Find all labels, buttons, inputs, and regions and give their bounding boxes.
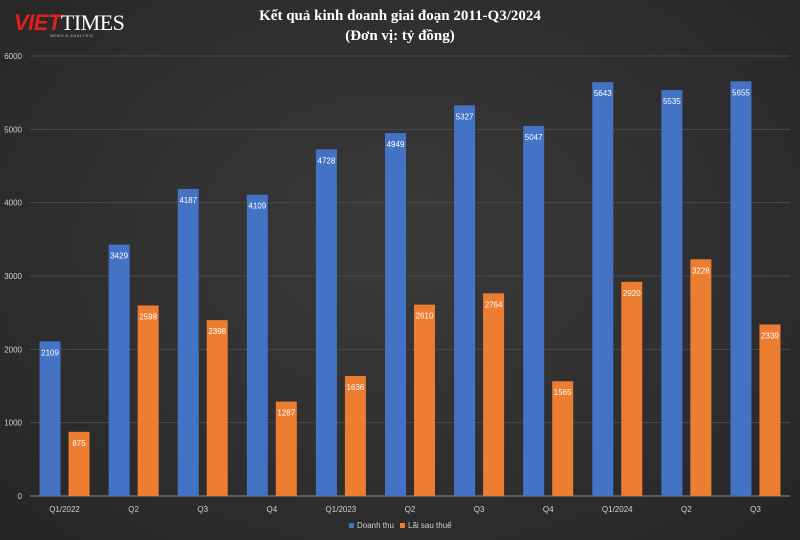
x-category-label-0: Q1/2022 (49, 505, 80, 514)
viettimes-logo: VIETTIMES NEWS & ANALYSIS (14, 10, 134, 42)
profit-value-8: 2920 (623, 289, 641, 298)
y-tick-label: 6000 (4, 52, 22, 61)
profit-value-9: 3228 (692, 266, 710, 275)
y-tick-label: 3000 (4, 272, 22, 281)
profit-value-5: 2610 (416, 312, 434, 321)
revenue-bar-5 (385, 133, 406, 496)
x-category-label-8: Q1/2024 (602, 505, 633, 514)
y-tick-label: 2000 (4, 345, 22, 354)
revenue-value-8: 5643 (594, 89, 612, 98)
x-category-label-4: Q1/2023 (326, 505, 357, 514)
revenue-bar-0 (39, 341, 61, 496)
profit-value-1: 2598 (139, 312, 157, 321)
revenue-value-6: 5327 (456, 112, 474, 121)
profit-value-10: 2339 (761, 331, 779, 340)
profit-value-3: 1287 (277, 409, 295, 418)
profit-value-0: 875 (72, 439, 86, 448)
profit-bar-9 (690, 259, 712, 496)
revenue-bar-10 (730, 81, 752, 497)
legend-label-profit: Lãi sau thuế (408, 521, 452, 530)
revenue-bar-9 (661, 90, 683, 496)
revenue-value-9: 5535 (663, 97, 681, 106)
revenue-bar-4 (315, 149, 337, 496)
x-category-label-2: Q3 (197, 505, 208, 514)
y-tick-label: 1000 (4, 419, 22, 428)
legend-swatch-profit (400, 523, 405, 528)
revenue-bar-1 (108, 244, 130, 496)
x-category-label-10: Q3 (750, 505, 761, 514)
logo-wordmark: VIETTIMES (14, 10, 125, 36)
profit-bar-4 (344, 376, 366, 496)
revenue-bar-2 (177, 188, 199, 496)
bars (39, 81, 781, 497)
x-category-label-9: Q2 (681, 505, 692, 514)
profit-value-6: 2764 (485, 300, 503, 309)
revenue-value-10: 5655 (732, 88, 750, 97)
profit-bar-7 (552, 381, 574, 496)
revenue-value-7: 5047 (525, 133, 543, 142)
revenue-value-1: 3429 (110, 252, 128, 261)
profit-bar-3 (275, 401, 297, 496)
labels: 0 1000 2000 3000 4000 5000 6000 2109 875 Q1/2022 3… (4, 52, 779, 514)
legend: Doanh thu Lãi sau thuế (349, 521, 452, 530)
logo-times: TIMES (60, 10, 125, 35)
profit-bar-0 (68, 431, 90, 496)
revenue-value-0: 2109 (41, 348, 59, 357)
x-category-label-5: Q2 (405, 505, 416, 514)
profit-bar-2 (206, 320, 228, 496)
profit-bar-10 (759, 324, 781, 496)
profit-bar-6 (483, 293, 505, 496)
x-category-label-6: Q3 (474, 505, 485, 514)
chart-title: Kết quả kinh doanh giai đoạn 2011-Q3/202… (0, 6, 800, 46)
profit-bar-1 (137, 305, 159, 496)
y-tick-label: 4000 (4, 199, 22, 208)
chart-title-line1: Kết quả kinh doanh giai đoạn 2011-Q3/202… (259, 8, 541, 24)
revenue-value-3: 4109 (248, 202, 266, 211)
logo-viet: VIET (14, 10, 61, 35)
y-tick-label: 5000 (4, 125, 22, 134)
profit-value-7: 1565 (554, 388, 572, 397)
profit-value-4: 1636 (347, 383, 365, 392)
revenue-bar-8 (592, 82, 614, 497)
revenue-bar-3 (246, 194, 268, 496)
legend-swatch-revenue (349, 523, 354, 528)
logo-tagline: NEWS & ANALYSIS (50, 33, 94, 38)
revenue-value-2: 4187 (179, 196, 197, 205)
revenue-bar-7 (523, 125, 545, 497)
revenue-value-5: 4949 (387, 140, 405, 149)
profit-bar-5 (414, 304, 435, 496)
revenue-value-4: 4728 (318, 156, 336, 165)
x-category-label-1: Q2 (128, 505, 139, 514)
x-category-label-7: Q4 (543, 505, 554, 514)
profit-bar-8 (621, 281, 643, 496)
chart-subtitle: (Đơn vị: tỷ đồng) (345, 28, 455, 44)
legend-label-revenue: Doanh thu (357, 521, 394, 530)
x-category-label-3: Q4 (266, 505, 277, 514)
y-tick-label: 0 (18, 492, 23, 501)
profit-value-2: 2398 (208, 327, 226, 336)
revenue-bar-6 (454, 105, 476, 496)
